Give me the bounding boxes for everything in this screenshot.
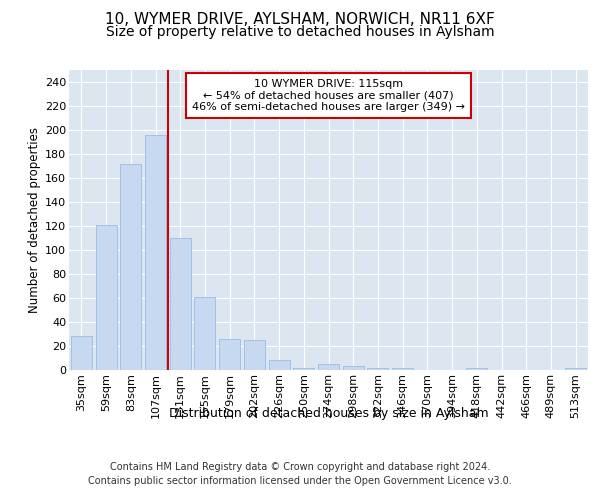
Bar — [343, 366, 364, 370]
Text: 10, WYMER DRIVE, AYLSHAM, NORWICH, NR11 6XF: 10, WYMER DRIVE, AYLSHAM, NORWICH, NR11 … — [105, 12, 495, 28]
Text: Contains HM Land Registry data © Crown copyright and database right 2024.: Contains HM Land Registry data © Crown c… — [110, 462, 490, 472]
Bar — [392, 368, 413, 370]
Bar — [219, 339, 240, 370]
Bar — [318, 364, 339, 370]
Bar — [244, 340, 265, 370]
Bar — [565, 368, 586, 370]
Bar — [466, 368, 487, 370]
Bar — [367, 368, 388, 370]
Text: 10 WYMER DRIVE: 115sqm
← 54% of detached houses are smaller (407)
46% of semi-de: 10 WYMER DRIVE: 115sqm ← 54% of detached… — [192, 79, 465, 112]
Text: Contains public sector information licensed under the Open Government Licence v3: Contains public sector information licen… — [88, 476, 512, 486]
Y-axis label: Number of detached properties: Number of detached properties — [28, 127, 41, 313]
Bar — [293, 368, 314, 370]
Bar — [269, 360, 290, 370]
Bar — [120, 164, 141, 370]
Bar — [194, 297, 215, 370]
Text: Size of property relative to detached houses in Aylsham: Size of property relative to detached ho… — [106, 25, 494, 39]
Bar — [95, 225, 116, 370]
Text: Distribution of detached houses by size in Aylsham: Distribution of detached houses by size … — [169, 408, 488, 420]
Bar — [170, 238, 191, 370]
Bar — [71, 336, 92, 370]
Bar — [145, 135, 166, 370]
